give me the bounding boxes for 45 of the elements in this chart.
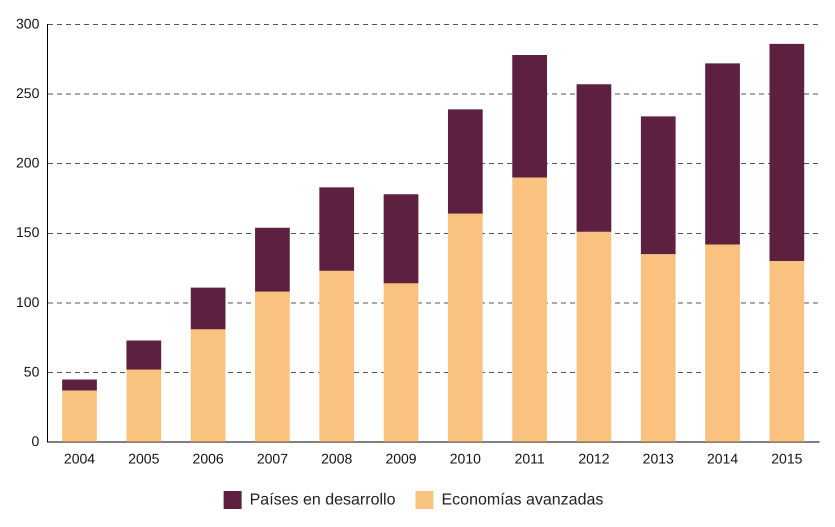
bar	[384, 283, 418, 442]
y-tick-label: 50	[24, 363, 40, 380]
bar	[319, 187, 354, 271]
bar	[448, 109, 483, 214]
x-tick-label: 2008	[321, 450, 353, 466]
bar	[512, 178, 547, 442]
bar	[705, 244, 740, 442]
x-tick-label: 2007	[256, 450, 288, 466]
bar	[512, 55, 547, 178]
x-tick-label: 2013	[642, 450, 674, 466]
bar	[190, 288, 226, 330]
bar	[769, 44, 804, 262]
y-tick-label: 150	[16, 224, 40, 240]
bar	[190, 329, 226, 442]
bar	[255, 292, 290, 442]
x-tick-label: 2014	[706, 450, 738, 466]
bar	[640, 254, 676, 442]
bar	[705, 63, 740, 244]
bar	[448, 214, 483, 442]
bar	[640, 116, 676, 254]
x-tick-label: 2011	[514, 450, 545, 466]
x-tick-label: 2006	[192, 450, 224, 466]
y-tick-label: 250	[16, 84, 40, 101]
bar	[319, 270, 354, 442]
bar	[255, 228, 290, 292]
bar	[126, 340, 162, 370]
y-tick-label: 200	[16, 154, 40, 171]
y-tick-label: 0	[32, 433, 40, 450]
bar	[126, 370, 162, 442]
bar	[384, 194, 418, 284]
bar	[576, 84, 612, 232]
legend-label: Economías avanzadas	[441, 491, 604, 508]
x-tick-label: 2004	[64, 450, 96, 466]
legend-label: Países en desarrollo	[250, 491, 396, 508]
bar	[62, 390, 97, 442]
x-tick-label: 2005	[128, 450, 160, 466]
x-tick-label: 2012	[578, 450, 610, 466]
bar	[62, 380, 97, 391]
y-tick-label: 300	[16, 15, 40, 32]
y-tick-label: 100	[16, 294, 40, 310]
x-tick-label: 2010	[450, 450, 482, 466]
bar	[576, 232, 612, 442]
x-tick-label: 2015	[771, 450, 803, 466]
x-tick-label: 2009	[385, 450, 417, 466]
bar	[769, 261, 804, 442]
